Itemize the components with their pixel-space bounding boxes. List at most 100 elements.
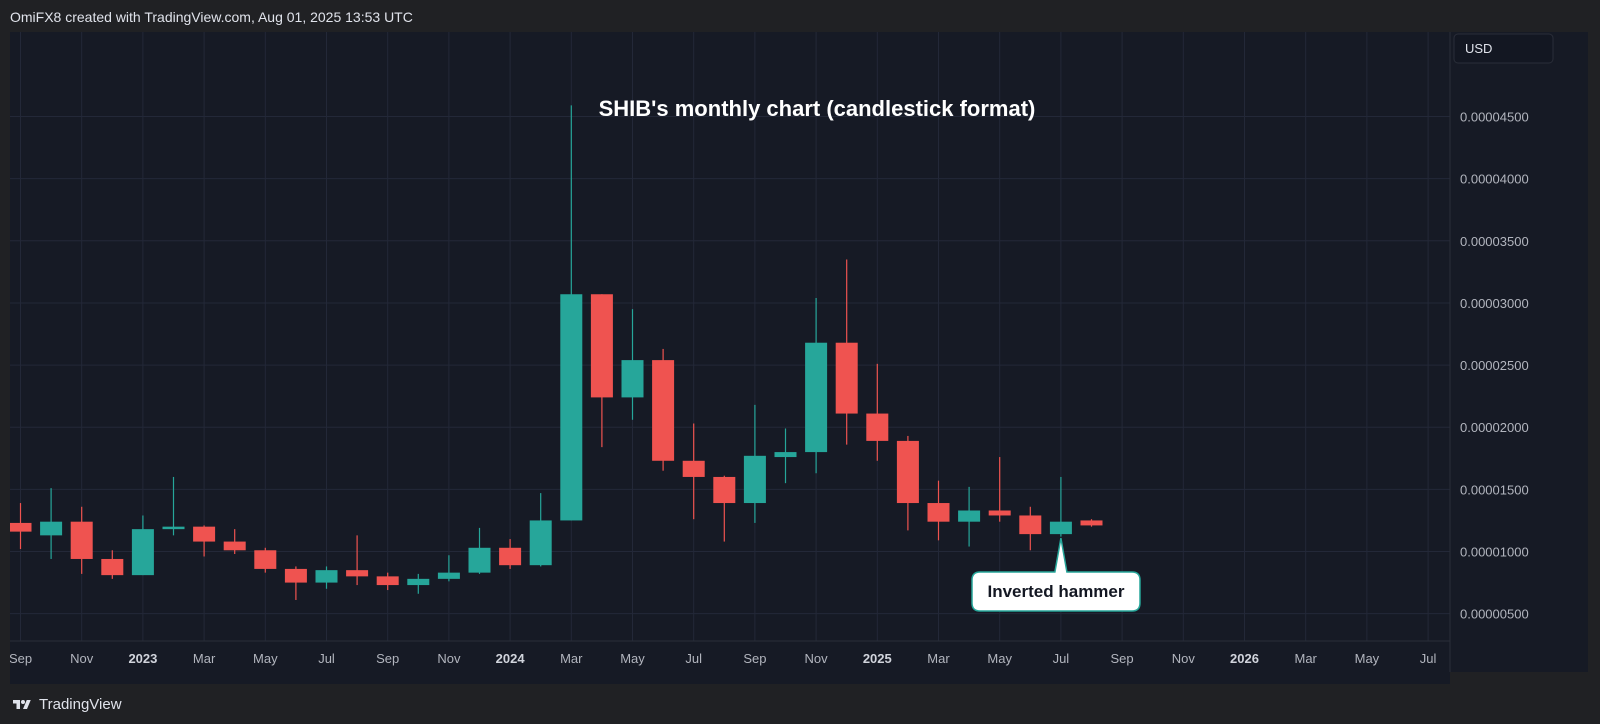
currency-label: USD bbox=[1465, 41, 1492, 56]
candle-body bbox=[713, 476, 736, 504]
x-tick-label: Mar bbox=[560, 651, 583, 666]
candle-body bbox=[70, 521, 93, 559]
currency-selector[interactable]: USD bbox=[1453, 33, 1554, 64]
candle-up bbox=[437, 555, 460, 582]
y-tick-label: 0.00002000 bbox=[1460, 420, 1529, 435]
x-tick-label: Nov bbox=[805, 651, 829, 666]
x-tick-label: Nov bbox=[70, 651, 94, 666]
candle-down bbox=[223, 529, 246, 554]
candle-up bbox=[40, 488, 63, 559]
candle-body bbox=[560, 294, 583, 521]
candle-body bbox=[621, 360, 644, 398]
candle-body bbox=[162, 526, 185, 530]
candle-down bbox=[713, 475, 736, 542]
x-tick-label: Nov bbox=[437, 651, 461, 666]
candle-body bbox=[346, 570, 369, 577]
candle-body bbox=[376, 576, 399, 586]
y-tick-label: 0.00001500 bbox=[1460, 482, 1529, 497]
x-tick-label: Mar bbox=[927, 651, 950, 666]
x-tick-label: 2026 bbox=[1230, 651, 1259, 666]
candle-body bbox=[254, 550, 277, 569]
candle-down bbox=[682, 423, 705, 520]
candle-down bbox=[835, 259, 858, 445]
candle-up bbox=[560, 105, 583, 521]
x-tick-label: Jul bbox=[318, 651, 335, 666]
candle-body bbox=[805, 342, 828, 453]
y-tick-label: 0.00004000 bbox=[1460, 172, 1529, 187]
x-tick-label: May bbox=[987, 651, 1012, 666]
x-tick-label: Sep bbox=[1111, 651, 1134, 666]
x-tick-label: Mar bbox=[193, 651, 216, 666]
candle-up bbox=[805, 297, 828, 474]
x-tick-label: May bbox=[253, 651, 278, 666]
y-tick-label: 0.00002500 bbox=[1460, 358, 1529, 373]
x-axis-ticks: Sep Nov 2023 Mar May Jul Sep Nov 2024 Mar May Jul Se… bbox=[9, 651, 1437, 666]
candle-down bbox=[896, 435, 919, 531]
plot-background bbox=[10, 32, 1450, 641]
candle-body bbox=[866, 413, 889, 441]
candle-body bbox=[835, 342, 858, 414]
candle-body bbox=[927, 503, 950, 522]
x-tick-label: Mar bbox=[1295, 651, 1318, 666]
candle-body bbox=[40, 521, 63, 536]
candle-up bbox=[131, 515, 154, 576]
candle-down bbox=[284, 566, 307, 600]
x-tick-label: May bbox=[620, 651, 645, 666]
candle-up bbox=[468, 527, 491, 574]
candle-down bbox=[346, 535, 369, 586]
candle-body bbox=[223, 541, 246, 551]
candle-body bbox=[407, 578, 430, 586]
candle-body bbox=[101, 558, 124, 576]
candle-body bbox=[284, 568, 307, 583]
candle-body bbox=[774, 452, 797, 458]
candle-up bbox=[774, 428, 797, 484]
candle-down bbox=[927, 480, 950, 541]
candle-body bbox=[590, 294, 613, 398]
callout-bubble bbox=[971, 537, 1141, 612]
tradingview-logo[interactable]: TradingView bbox=[11, 696, 122, 713]
candle-up bbox=[621, 309, 644, 420]
y-tick-label: 0.00000500 bbox=[1460, 607, 1529, 622]
candle-body bbox=[896, 440, 919, 504]
chart-area[interactable]: 0.00000500 0.00001000 0.00001500 0.00002000… bbox=[9, 32, 1588, 684]
y-axis-ticks: 0.00000500 0.00001000 0.00001500 0.00002000… bbox=[1460, 110, 1529, 622]
candle-down bbox=[70, 506, 93, 574]
candle-body bbox=[468, 547, 491, 573]
y-tick-label: 0.00003500 bbox=[1460, 234, 1529, 249]
candle-body bbox=[743, 455, 766, 504]
candle-body bbox=[315, 570, 338, 583]
candle-body bbox=[9, 522, 32, 532]
candle-body bbox=[652, 360, 675, 461]
candle-body bbox=[1049, 521, 1072, 535]
price-axis-background bbox=[1450, 32, 1588, 672]
x-tick-label: 2023 bbox=[128, 651, 157, 666]
candle-up bbox=[315, 566, 338, 589]
candle-down bbox=[1080, 519, 1103, 527]
candle-up bbox=[162, 476, 185, 536]
x-tick-label: 2025 bbox=[863, 651, 892, 666]
x-tick-label: Jul bbox=[1420, 651, 1437, 666]
annotation-callout: Inverted hammer bbox=[971, 537, 1141, 612]
top-bar: OmiFX8 created with TradingView.com, Aug… bbox=[0, 0, 1600, 32]
candle-up bbox=[1049, 476, 1072, 537]
candle-body bbox=[958, 510, 981, 522]
candle-up bbox=[529, 493, 552, 567]
candle-up bbox=[958, 486, 981, 547]
x-tick-label: Jul bbox=[685, 651, 702, 666]
candlestick-chart[interactable]: 0.00000500 0.00001000 0.00001500 0.00002000… bbox=[9, 32, 1588, 684]
candle-body bbox=[988, 510, 1011, 516]
tradingview-logo-text: TradingView bbox=[39, 696, 122, 713]
candle-down bbox=[101, 550, 124, 579]
y-tick-label: 0.00003000 bbox=[1460, 296, 1529, 311]
candle-body bbox=[529, 520, 552, 566]
currency-button[interactable] bbox=[1453, 33, 1554, 64]
chart-title: SHIB's monthly chart (candlestick format… bbox=[599, 96, 1036, 121]
candle-down bbox=[652, 348, 675, 471]
y-tick-label: 0.00001000 bbox=[1460, 545, 1529, 560]
x-tick-label: Sep bbox=[376, 651, 399, 666]
candle-down bbox=[254, 547, 277, 573]
x-tick-label: Sep bbox=[743, 651, 766, 666]
candles bbox=[9, 105, 1103, 600]
candle-up bbox=[743, 404, 766, 523]
candle-up bbox=[407, 573, 430, 594]
